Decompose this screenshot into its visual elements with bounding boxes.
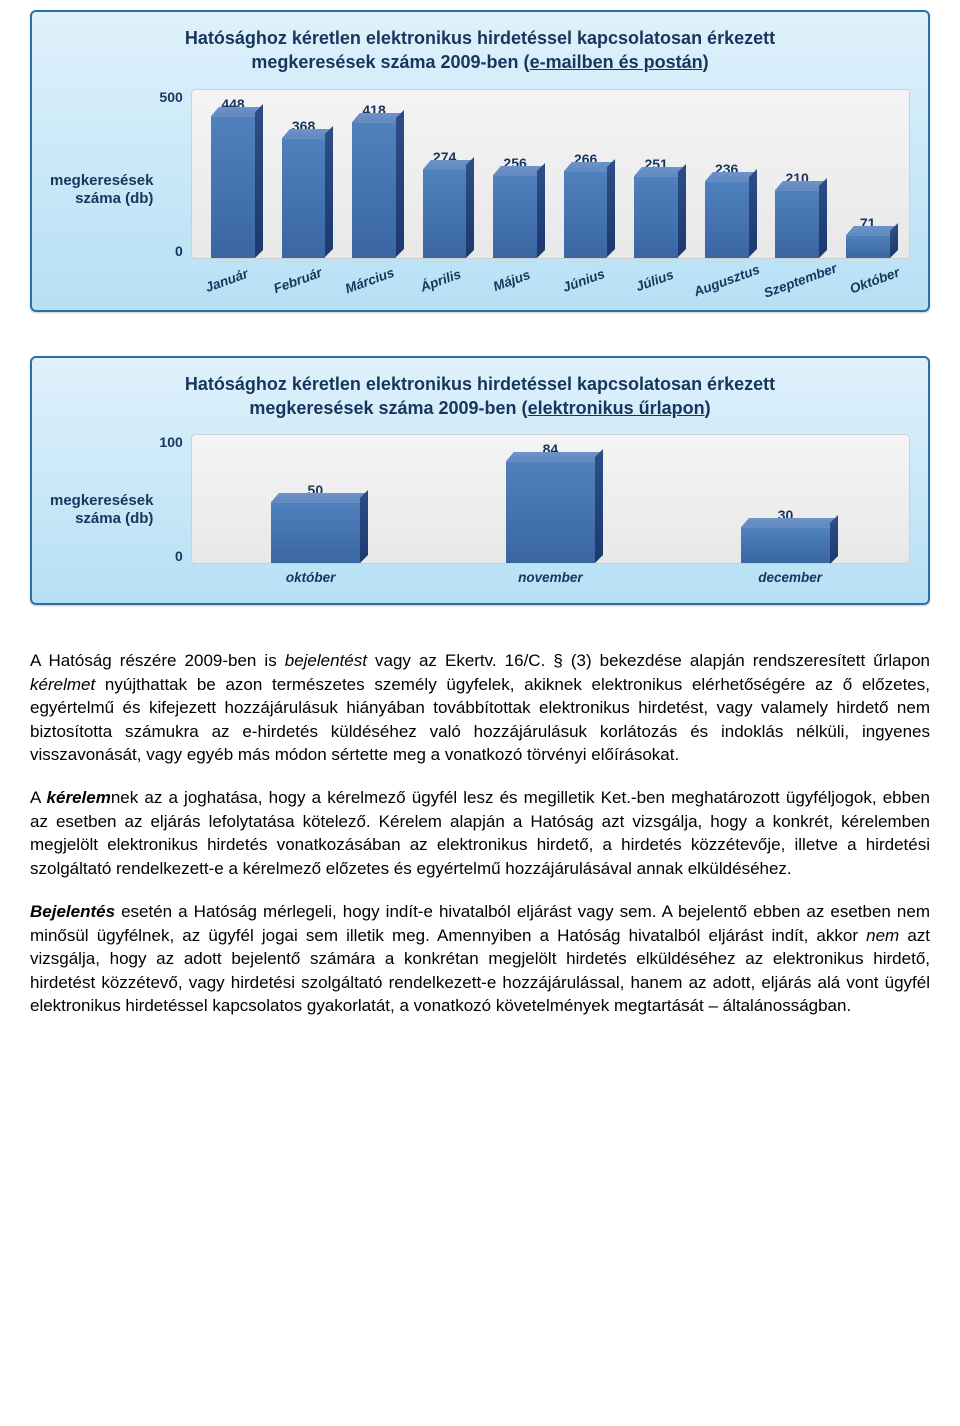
bar bbox=[271, 502, 360, 563]
chart1-xlabels: JanuárFebruárMárciusÁprilisMájusJúniusJú… bbox=[191, 273, 910, 288]
bar bbox=[211, 116, 255, 258]
x-axis-label: Február bbox=[262, 261, 334, 300]
x-axis-label: Szeptember bbox=[762, 260, 839, 300]
chart1-ytick-bottom: 0 bbox=[175, 243, 183, 259]
chart1-body: megkeresések száma (db) 500 0 4483684182… bbox=[50, 89, 910, 292]
x-axis-label: Január bbox=[190, 261, 262, 300]
chart2-plot-area: 508430 bbox=[191, 434, 910, 564]
chart1-plot-area: 44836841827425626625123621071 bbox=[191, 89, 910, 259]
bar-slot: 448 bbox=[198, 96, 269, 258]
chart1-title-line1: Hatósághoz kéretlen elektronikus hirdeté… bbox=[185, 28, 775, 48]
chart2-plot-col: 508430 októbernovemberdecember bbox=[191, 434, 910, 585]
bar-slot: 256 bbox=[480, 96, 551, 258]
x-axis-label: Augusztus bbox=[690, 261, 762, 300]
bar-slot: 84 bbox=[433, 441, 668, 563]
bar-slot: 50 bbox=[198, 441, 433, 563]
chart1-ytick-top: 500 bbox=[159, 89, 182, 105]
x-axis-label: Október bbox=[838, 261, 910, 300]
bar bbox=[564, 171, 608, 257]
bar bbox=[775, 190, 819, 258]
chart1-title-line2-post: ) bbox=[703, 52, 709, 72]
chart2-title-line2-u: elektronikus űrlapon bbox=[528, 398, 705, 418]
chart2-ylabel-col: megkeresések száma (db) bbox=[50, 434, 159, 585]
chart2-title-line1: Hatósághoz kéretlen elektronikus hirdeté… bbox=[185, 374, 775, 394]
chart1-plot-col: 44836841827425626625123621071 JanuárFebr… bbox=[191, 89, 910, 292]
chart2-title: Hatósághoz kéretlen elektronikus hirdeté… bbox=[50, 372, 910, 421]
bar-slot: 236 bbox=[691, 96, 762, 258]
x-axis-label: október bbox=[191, 570, 431, 585]
x-axis-label: Május bbox=[476, 261, 548, 300]
chart2-ytick-bottom: 0 bbox=[175, 548, 183, 564]
bar bbox=[506, 461, 595, 563]
chart2-ytick-top: 100 bbox=[159, 434, 182, 450]
chart2-yticks: 100 0 bbox=[159, 434, 190, 564]
bar bbox=[705, 181, 749, 257]
bar-slot: 71 bbox=[832, 96, 903, 258]
paragraph-3: Bejelentés esetén a Hatóság mérlegeli, h… bbox=[30, 900, 930, 1017]
x-axis-label: november bbox=[431, 570, 671, 585]
chart2-xlabels: októbernovemberdecember bbox=[191, 570, 910, 585]
bar bbox=[493, 175, 537, 258]
paragraph-1: A Hatóság részére 2009-ben is bejelentés… bbox=[30, 649, 930, 766]
chart2-panel: Hatósághoz kéretlen elektronikus hirdeté… bbox=[30, 356, 930, 606]
paragraph-2: A kérelemnek az a joghatása, hogy a kére… bbox=[30, 786, 930, 880]
x-axis-label: Március bbox=[333, 261, 405, 300]
bar-slot: 274 bbox=[409, 96, 480, 258]
chart1-title-line2-u: e-mailben és postán bbox=[530, 52, 703, 72]
chart2-title-line2-pre: megkeresések száma 2009-ben ( bbox=[249, 398, 527, 418]
bar-slot: 418 bbox=[339, 96, 410, 258]
bar bbox=[352, 122, 396, 257]
chart1-yticks: 500 0 bbox=[159, 89, 190, 259]
chart1-ylabel-col: megkeresések száma (db) bbox=[50, 89, 159, 292]
bar-slot: 210 bbox=[762, 96, 833, 258]
bar bbox=[741, 527, 830, 564]
bar bbox=[423, 169, 467, 258]
chart1-title: Hatósághoz kéretlen elektronikus hirdeté… bbox=[50, 26, 910, 75]
bar bbox=[846, 235, 890, 258]
chart2-body: megkeresések száma (db) 100 0 508430 okt… bbox=[50, 434, 910, 585]
chart1-panel: Hatósághoz kéretlen elektronikus hirdeté… bbox=[30, 10, 930, 312]
x-axis-label: december bbox=[670, 570, 910, 585]
x-axis-label: Április bbox=[405, 261, 477, 300]
bar-slot: 368 bbox=[268, 96, 339, 258]
chart2-title-line2-post: ) bbox=[705, 398, 711, 418]
bar-slot: 251 bbox=[621, 96, 692, 258]
bar-slot: 30 bbox=[668, 441, 903, 563]
bar bbox=[634, 176, 678, 257]
chart1-title-line2-pre: megkeresések száma 2009-ben ( bbox=[251, 52, 529, 72]
bar-slot: 266 bbox=[550, 96, 621, 258]
x-axis-label: Június bbox=[547, 261, 619, 300]
x-axis-label: Július bbox=[619, 261, 691, 300]
chart1-ylabel: megkeresések száma (db) bbox=[50, 172, 153, 208]
chart2-ylabel: megkeresések száma (db) bbox=[50, 492, 153, 528]
bar bbox=[282, 138, 326, 257]
